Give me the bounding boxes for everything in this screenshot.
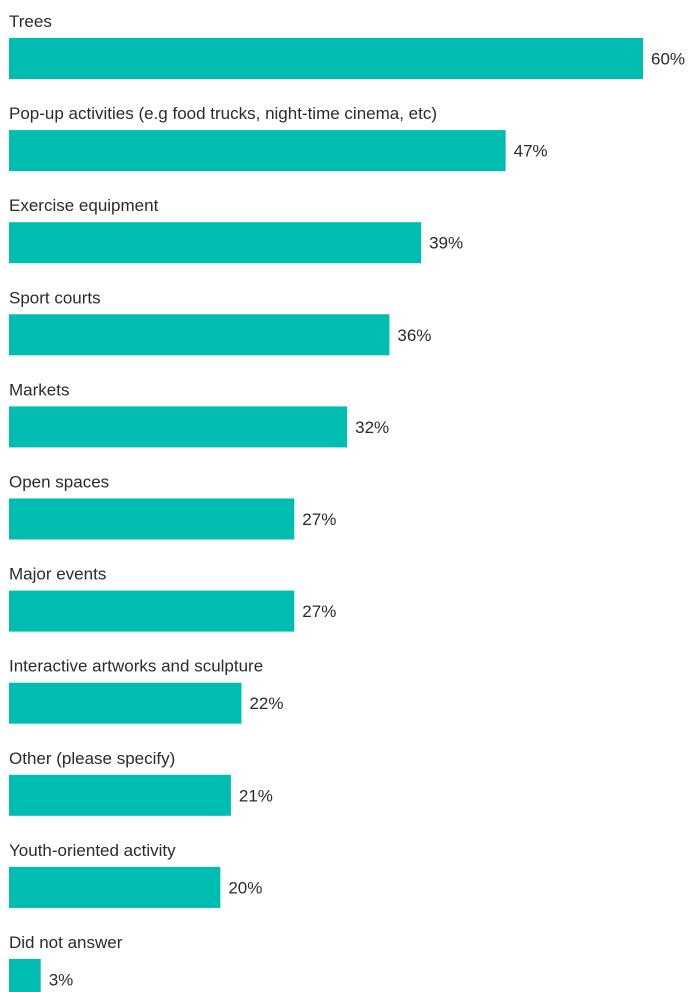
category-label: Interactive artworks and sculpture: [9, 657, 263, 676]
bar-row: Open spaces 27%: [9, 473, 336, 540]
bar-row: Sport courts 36%: [9, 288, 431, 356]
category-label: Major events: [9, 565, 106, 584]
bar-row: Youth-oriented activity 20%: [9, 841, 262, 908]
value-label: 27%: [302, 510, 336, 529]
category-label: Pop-up activities (e.g food trucks, nigh…: [9, 104, 437, 123]
bar-row: Pop-up activities (e.g food trucks, nigh…: [9, 104, 548, 172]
bar: [9, 866, 221, 908]
bar: [9, 498, 295, 540]
bar: [9, 959, 41, 992]
value-label: 36%: [397, 326, 431, 345]
bar-row: Trees 60%: [9, 12, 685, 79]
bar: [9, 406, 348, 448]
value-label: 32%: [355, 418, 389, 437]
bar-row: Major events 27%: [9, 565, 336, 632]
bars-layer: Trees 60% Pop-up activities (e.g food truc…: [9, 12, 685, 992]
category-label: Markets: [9, 380, 69, 399]
value-label: 3%: [49, 971, 74, 990]
bar: [9, 590, 295, 632]
value-label: 22%: [249, 694, 283, 713]
value-label: 39%: [429, 234, 463, 253]
value-label: 27%: [302, 602, 336, 621]
value-label: 47%: [514, 142, 548, 161]
bar-row: Other (please specify) 21%: [9, 749, 273, 816]
value-label: 20%: [228, 878, 262, 897]
value-label: 60%: [651, 50, 685, 69]
bar: [9, 38, 643, 79]
value-label: 21%: [239, 786, 273, 805]
category-label: Youth-oriented activity: [9, 841, 176, 860]
bar: [9, 314, 390, 356]
category-label: Trees: [9, 12, 52, 31]
bar: [9, 222, 422, 264]
category-label: Other (please specify): [9, 749, 175, 768]
category-label: Did not answer: [9, 933, 123, 952]
bar: [9, 682, 242, 724]
category-label: Open spaces: [9, 473, 109, 492]
bar-row: Interactive artworks and sculpture 22%: [9, 657, 283, 724]
bar-row: Did not answer 3%: [9, 933, 123, 992]
bar: [9, 774, 231, 816]
bar-row: Markets 32%: [9, 380, 389, 448]
bar: [9, 130, 506, 172]
category-label: Sport courts: [9, 288, 101, 307]
category-label: Exercise equipment: [9, 196, 159, 215]
bar-row: Exercise equipment 39%: [9, 196, 463, 264]
